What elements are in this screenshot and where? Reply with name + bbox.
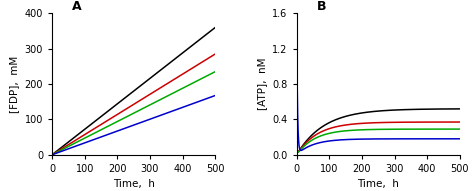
- X-axis label: Time,  h: Time, h: [357, 179, 399, 189]
- Title: B: B: [317, 0, 326, 13]
- X-axis label: Time,  h: Time, h: [113, 179, 155, 189]
- Y-axis label: [ATP],  nM: [ATP], nM: [257, 58, 267, 110]
- Y-axis label: [FDP],  mM: [FDP], mM: [9, 55, 19, 113]
- Title: A: A: [72, 0, 82, 13]
